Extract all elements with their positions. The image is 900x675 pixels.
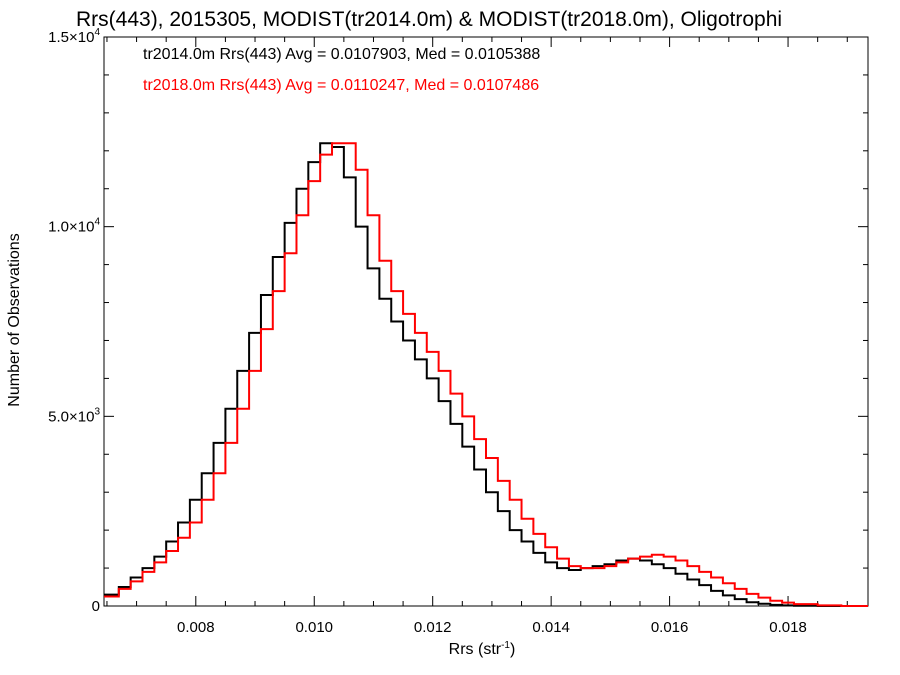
- x-tick-label: 0.014: [532, 619, 570, 636]
- x-axis-label-suffix: ): [510, 641, 515, 658]
- legend-entry-2: tr2018.0m Rrs(443) Avg = 0.0110247, Med …: [143, 77, 539, 94]
- y-tick-label: 0: [92, 598, 100, 615]
- x-axis-label-base: Rrs (str: [449, 641, 502, 658]
- chart-title: Rrs(443), 2015305, MODIST(tr2014.0m) & M…: [76, 8, 782, 31]
- plot-area: 0.008 0.010 0.012 0.014 0.016 0.018 0 5.0×103 1.…: [48, 27, 869, 636]
- x-tick-label: 0.012: [414, 619, 452, 636]
- x-tick-label: 0.008: [177, 619, 215, 636]
- y-axis-label: Number of Observations: [6, 233, 23, 406]
- x-tick-label: 0.018: [769, 619, 807, 636]
- x-axis-label: Rrs (str-1): [449, 640, 516, 658]
- y-tick-label: 1.0×104: [48, 217, 100, 236]
- x-axis-label-exponent: -1: [501, 640, 510, 651]
- y-tick-label: 1.5×104: [48, 27, 100, 46]
- plot-frame: [103, 36, 869, 607]
- x-tick-label: 0.010: [295, 619, 333, 636]
- series-line-tr2014.0m: [104, 142, 868, 607]
- x-tick-label: 0.016: [651, 619, 689, 636]
- legend-entry-1: tr2014.0m Rrs(443) Avg = 0.0107903, Med …: [143, 46, 540, 63]
- y-tick-label: 5.0×103: [48, 406, 100, 425]
- series-line-tr2018.0m: [104, 142, 868, 607]
